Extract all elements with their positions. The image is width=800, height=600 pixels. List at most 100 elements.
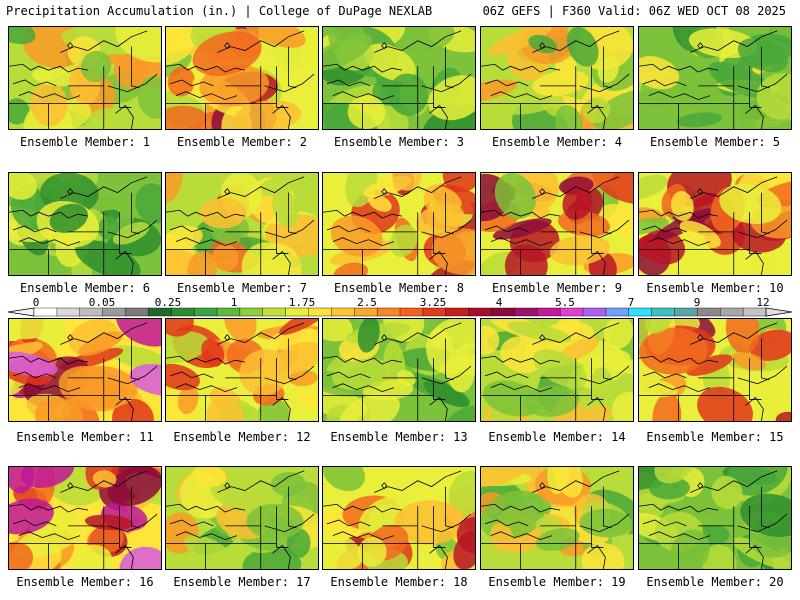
precip-blob xyxy=(644,319,672,334)
geo-boundary xyxy=(9,355,89,365)
precip-blob xyxy=(112,398,154,421)
precip-blob xyxy=(166,330,210,364)
precip-map xyxy=(9,173,161,275)
ensemble-member-label: Ensemble Member: 1 xyxy=(19,135,151,149)
geo-boundary xyxy=(166,543,206,569)
geo-boundary xyxy=(323,63,403,73)
precip-blob xyxy=(256,398,290,421)
precip-map xyxy=(323,319,475,421)
ensemble-panel xyxy=(480,466,634,570)
precip-blob xyxy=(20,467,75,488)
geo-boundary xyxy=(166,249,206,275)
geo-boundary xyxy=(119,66,132,108)
colorbar-swatch xyxy=(582,307,607,317)
location-marker-icon xyxy=(67,188,74,196)
geo-boundary xyxy=(484,519,529,527)
precip-blob xyxy=(257,174,302,197)
precip-blob xyxy=(492,218,552,240)
geo-boundary xyxy=(115,544,134,569)
geo-boundary xyxy=(639,503,719,513)
colorbar-max-arrow xyxy=(765,307,793,317)
geo-boundary xyxy=(760,486,770,529)
geo-boundary xyxy=(166,63,246,73)
geo-boundary xyxy=(749,66,762,108)
colorbar-swatch xyxy=(514,307,538,317)
geo-boundary xyxy=(421,365,472,385)
geo-boundary xyxy=(591,358,604,400)
geo-boundary xyxy=(429,250,448,275)
geo-boundary xyxy=(323,355,403,365)
precip-blob xyxy=(177,384,199,415)
geo-boundary xyxy=(18,237,81,246)
precip-blob xyxy=(483,380,541,417)
geo-boundary xyxy=(374,176,462,199)
geo-boundary xyxy=(690,322,778,345)
geo-boundary xyxy=(103,358,120,396)
ensemble-panel xyxy=(638,466,792,570)
geo-boundary xyxy=(169,371,214,379)
location-marker-icon xyxy=(539,42,546,50)
colorbar-swatch xyxy=(216,307,241,317)
colorbar-tick-label: 4 xyxy=(495,296,503,309)
geo-boundary xyxy=(323,209,403,219)
precip-blob xyxy=(415,203,465,237)
ensemble-member-label: Ensemble Member: 15 xyxy=(646,430,784,444)
precip-blob xyxy=(591,173,633,204)
geo-boundary xyxy=(326,371,371,379)
precip-blob xyxy=(187,251,217,275)
ensemble-member-label: Ensemble Member: 9 xyxy=(491,281,623,295)
colorbar-tick-label: 1 xyxy=(230,296,238,309)
geo-boundary xyxy=(130,486,140,529)
precip-blob xyxy=(330,215,383,257)
geo-boundary xyxy=(579,513,630,533)
geo-boundary xyxy=(130,46,140,89)
geo-boundary xyxy=(175,91,238,100)
ensemble-panel xyxy=(480,318,634,422)
precip-blob xyxy=(577,405,612,421)
location-marker-icon xyxy=(224,482,231,490)
geo-boundary xyxy=(326,519,371,527)
precip-blob xyxy=(199,197,247,229)
geo-boundary xyxy=(175,237,238,246)
precip-blob xyxy=(775,411,791,421)
precip-blob xyxy=(339,392,400,421)
ensemble-panel xyxy=(322,26,476,130)
location-marker-icon xyxy=(67,482,74,490)
ensemble-panel xyxy=(638,318,792,422)
precip-blob xyxy=(442,173,475,193)
geo-boundary xyxy=(276,66,289,108)
geo-boundary xyxy=(587,250,606,275)
geo-boundary xyxy=(272,396,291,421)
geo-boundary xyxy=(575,212,592,250)
geo-boundary xyxy=(103,506,120,544)
geo-boundary xyxy=(276,212,289,254)
geo-boundary xyxy=(444,192,454,235)
precip-blob xyxy=(166,105,208,129)
precip-blob xyxy=(192,467,227,487)
geo-boundary xyxy=(433,66,446,108)
precip-blob xyxy=(83,107,129,129)
ensemble-member-label: Ensemble Member: 4 xyxy=(491,135,623,149)
ensemble-panel xyxy=(322,466,476,570)
geo-boundary xyxy=(760,192,770,235)
location-marker-icon xyxy=(224,334,231,342)
geo-boundary xyxy=(733,506,750,544)
geo-boundary xyxy=(642,371,687,379)
geo-boundary xyxy=(260,212,277,250)
precip-blob xyxy=(446,349,475,393)
geo-boundary xyxy=(332,383,395,392)
location-marker-icon xyxy=(539,482,546,490)
geo-boundary xyxy=(639,63,719,73)
geo-boundary xyxy=(12,225,57,233)
geo-boundary xyxy=(272,104,291,129)
ensemble-member-label: Ensemble Member: 19 xyxy=(488,575,626,589)
precip-blob xyxy=(167,66,196,97)
precip-blob xyxy=(357,319,380,353)
precip-blob xyxy=(581,542,625,569)
precip-blob xyxy=(487,27,553,56)
precip-blob xyxy=(654,319,716,339)
precip-map xyxy=(166,319,318,421)
location-marker-icon xyxy=(697,334,704,342)
precip-blob xyxy=(119,546,161,569)
ensemble-member-label: Ensemble Member: 12 xyxy=(173,430,311,444)
